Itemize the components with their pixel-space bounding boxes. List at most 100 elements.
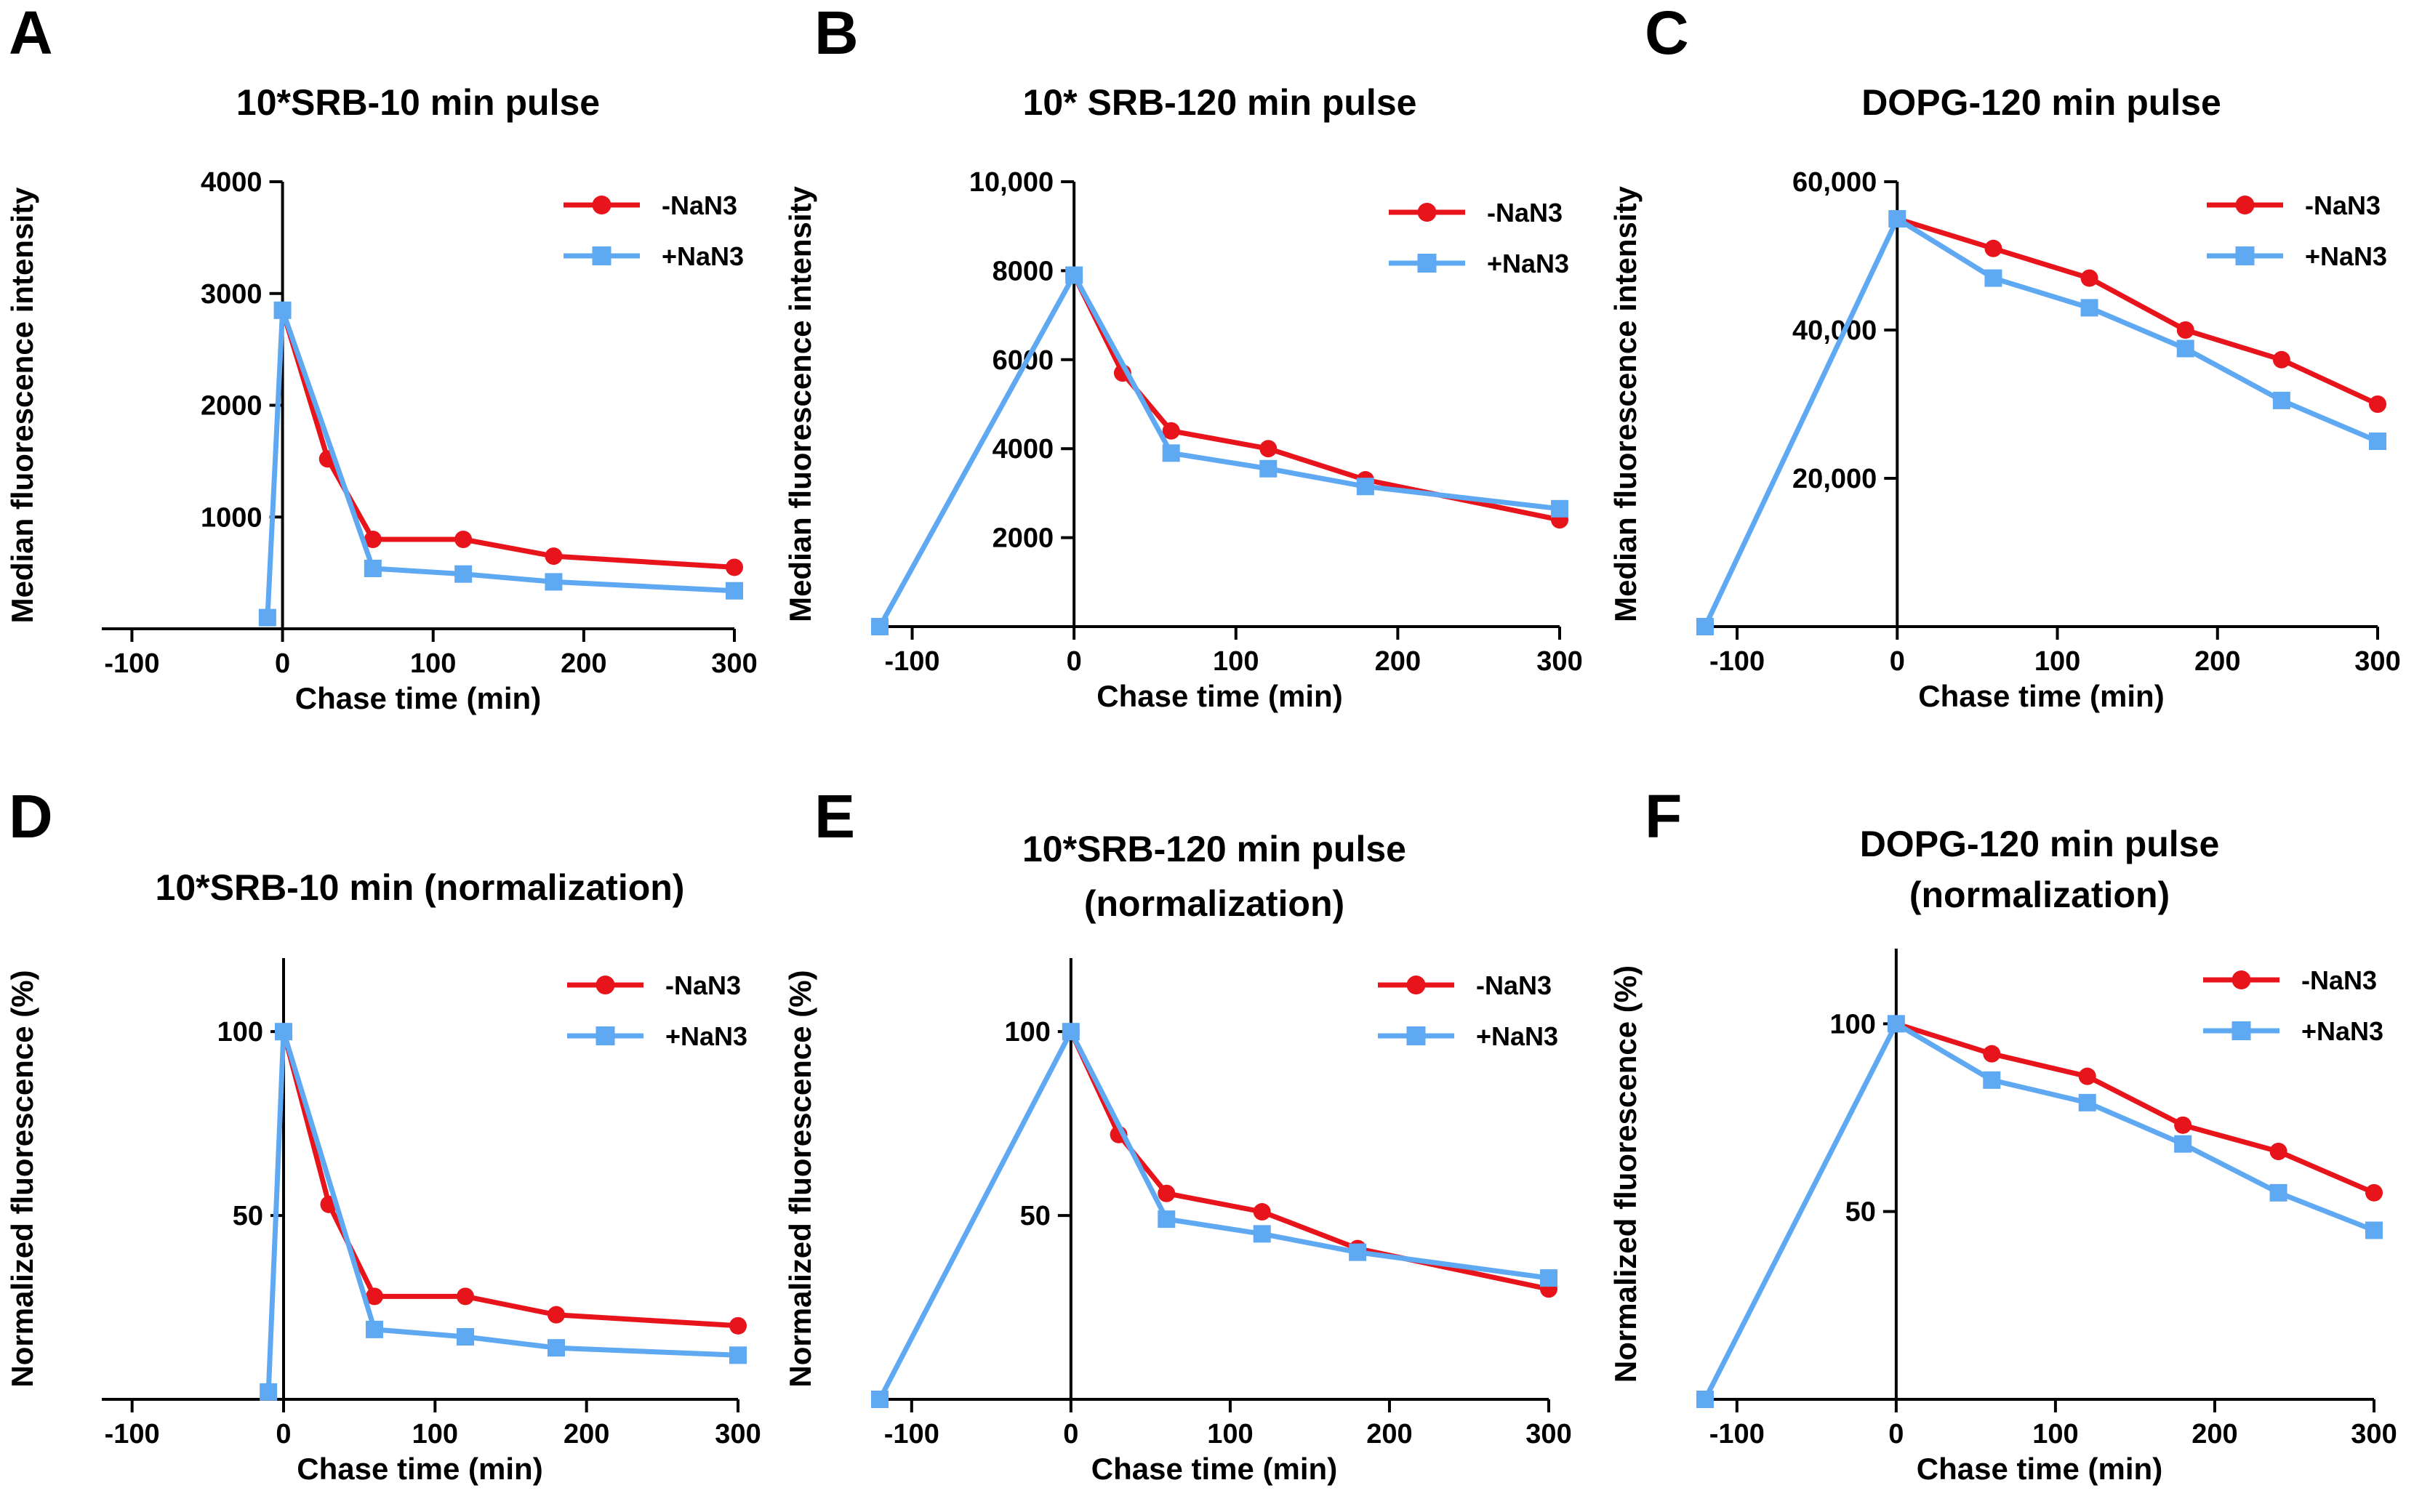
chart-title: (normalization) (1084, 883, 1344, 924)
series-plus-nan3 (871, 266, 1568, 635)
panel-letter: B (814, 0, 859, 67)
series-plus-nan3 (871, 1023, 1557, 1408)
x-axis-label: Chase time (min) (1091, 1452, 1337, 1486)
legend-item: +NaN3 (567, 1021, 747, 1051)
data-point (457, 1328, 474, 1346)
series-line (1896, 216, 2379, 407)
y-tick-label: 3000 (201, 279, 262, 310)
x-tick-label: -100 (884, 1419, 939, 1449)
data-point (1696, 1391, 1714, 1408)
panel-letter: F (1645, 782, 1682, 850)
legend-marker (592, 246, 611, 265)
y-axis-label: Median fluorescence intensity (783, 185, 817, 622)
data-point (2369, 395, 2386, 413)
panel-letter: C (1645, 0, 1689, 67)
legend-item: -NaN3 (2203, 965, 2377, 995)
y-tick-label: 60,000 (1792, 167, 1877, 198)
y-axis-label: Median fluorescence intensity (1608, 185, 1643, 622)
data-point (1162, 444, 1180, 462)
x-tick-label: 300 (715, 1419, 761, 1449)
legend-label: +NaN3 (665, 1021, 747, 1051)
data-point (1540, 1269, 1557, 1287)
y-tick-label: 20,000 (1792, 464, 1877, 494)
y-tick-label: 4000 (201, 167, 262, 198)
data-point (2269, 1143, 2287, 1160)
y-tick-label: 2000 (993, 523, 1054, 554)
data-point (258, 608, 276, 627)
data-point (2369, 433, 2386, 450)
data-point (729, 1346, 747, 1364)
x-tick-label: -100 (105, 1419, 160, 1449)
y-axis-label: Normalized fluorescence (%) (1608, 965, 1643, 1383)
series-minus-nan3 (273, 301, 743, 576)
series-plus-nan3 (1696, 1015, 2383, 1408)
data-point (366, 1287, 383, 1306)
legend-marker (1406, 976, 1426, 994)
panel-letter: E (814, 782, 855, 850)
data-point (364, 559, 382, 577)
x-tick-label: -100 (884, 646, 939, 677)
data-point (726, 582, 743, 600)
x-tick-label: -100 (104, 648, 159, 679)
x-tick-label: -100 (1709, 1419, 1765, 1449)
legend-item: +NaN3 (564, 241, 744, 271)
panel-letter: D (9, 782, 53, 850)
x-tick-label: -100 (1709, 646, 1765, 677)
x-axis-label: Chase time (min) (295, 681, 541, 715)
x-tick-label: 200 (1366, 1419, 1412, 1449)
legend-label: +NaN3 (2305, 241, 2387, 271)
data-point (366, 1320, 383, 1338)
series-line (1071, 273, 1560, 523)
data-point (2272, 391, 2290, 409)
legend-marker (2235, 246, 2255, 265)
legend-item: -NaN3 (567, 970, 741, 1000)
data-point (364, 531, 382, 548)
data-point (2080, 299, 2098, 317)
chart-title: 10*SRB-120 min pulse (1022, 829, 1406, 869)
data-point (1349, 1243, 1367, 1261)
x-tick-label: 100 (1213, 646, 1259, 677)
x-axis-label: Chase time (min) (1918, 679, 2164, 713)
data-point (1062, 1023, 1080, 1041)
y-tick-label: 100 (1004, 1017, 1050, 1047)
legend-marker (2235, 196, 2255, 214)
x-axis-label: Chase time (min) (297, 1452, 542, 1486)
legend-marker (1417, 203, 1437, 222)
data-point (1356, 478, 1374, 496)
chart-title: 10*SRB-10 min pulse (236, 82, 600, 123)
data-point (2272, 350, 2290, 369)
y-axis-label: Median fluorescence intensity (5, 187, 39, 623)
series-line (877, 273, 1560, 628)
data-point (1259, 459, 1278, 478)
data-point (2365, 1221, 2383, 1239)
x-tick-label: 0 (1067, 646, 1082, 677)
series-line (265, 1029, 739, 1393)
x-tick-label: 200 (2192, 1419, 2237, 1449)
data-point (1984, 239, 2002, 257)
data-point (729, 1316, 747, 1335)
legend-marker (1417, 254, 1437, 273)
data-point (454, 531, 473, 548)
data-point (1983, 1071, 2001, 1089)
legend-label: -NaN3 (2301, 965, 2377, 995)
x-tick-label: 100 (2034, 646, 2080, 677)
y-tick-label: 40,000 (1792, 315, 1877, 346)
data-point (1888, 210, 1906, 228)
legend-label: -NaN3 (2305, 190, 2381, 220)
legend-marker (2231, 970, 2251, 989)
legend-marker (1406, 1026, 1426, 1045)
chart-title: DOPG-120 min pulse (1860, 824, 2220, 864)
legend-item: -NaN3 (1389, 198, 1563, 228)
x-tick-label: 300 (1536, 646, 1582, 677)
series-minus-nan3 (275, 1023, 747, 1335)
data-point (871, 618, 889, 635)
data-point (1259, 440, 1278, 458)
legend-item: +NaN3 (1378, 1021, 1558, 1051)
x-tick-label: 0 (1888, 1419, 1904, 1449)
data-point (2176, 321, 2194, 339)
series-line (1895, 1021, 2375, 1196)
panel-a: A 10*SRB-10 min pulse -100 0 100 200 300 1000 20… (5, 0, 758, 715)
y-tick-label: 100 (217, 1017, 263, 1047)
series-minus-nan3 (1888, 210, 2386, 413)
x-tick-label: 300 (2351, 1419, 2397, 1449)
